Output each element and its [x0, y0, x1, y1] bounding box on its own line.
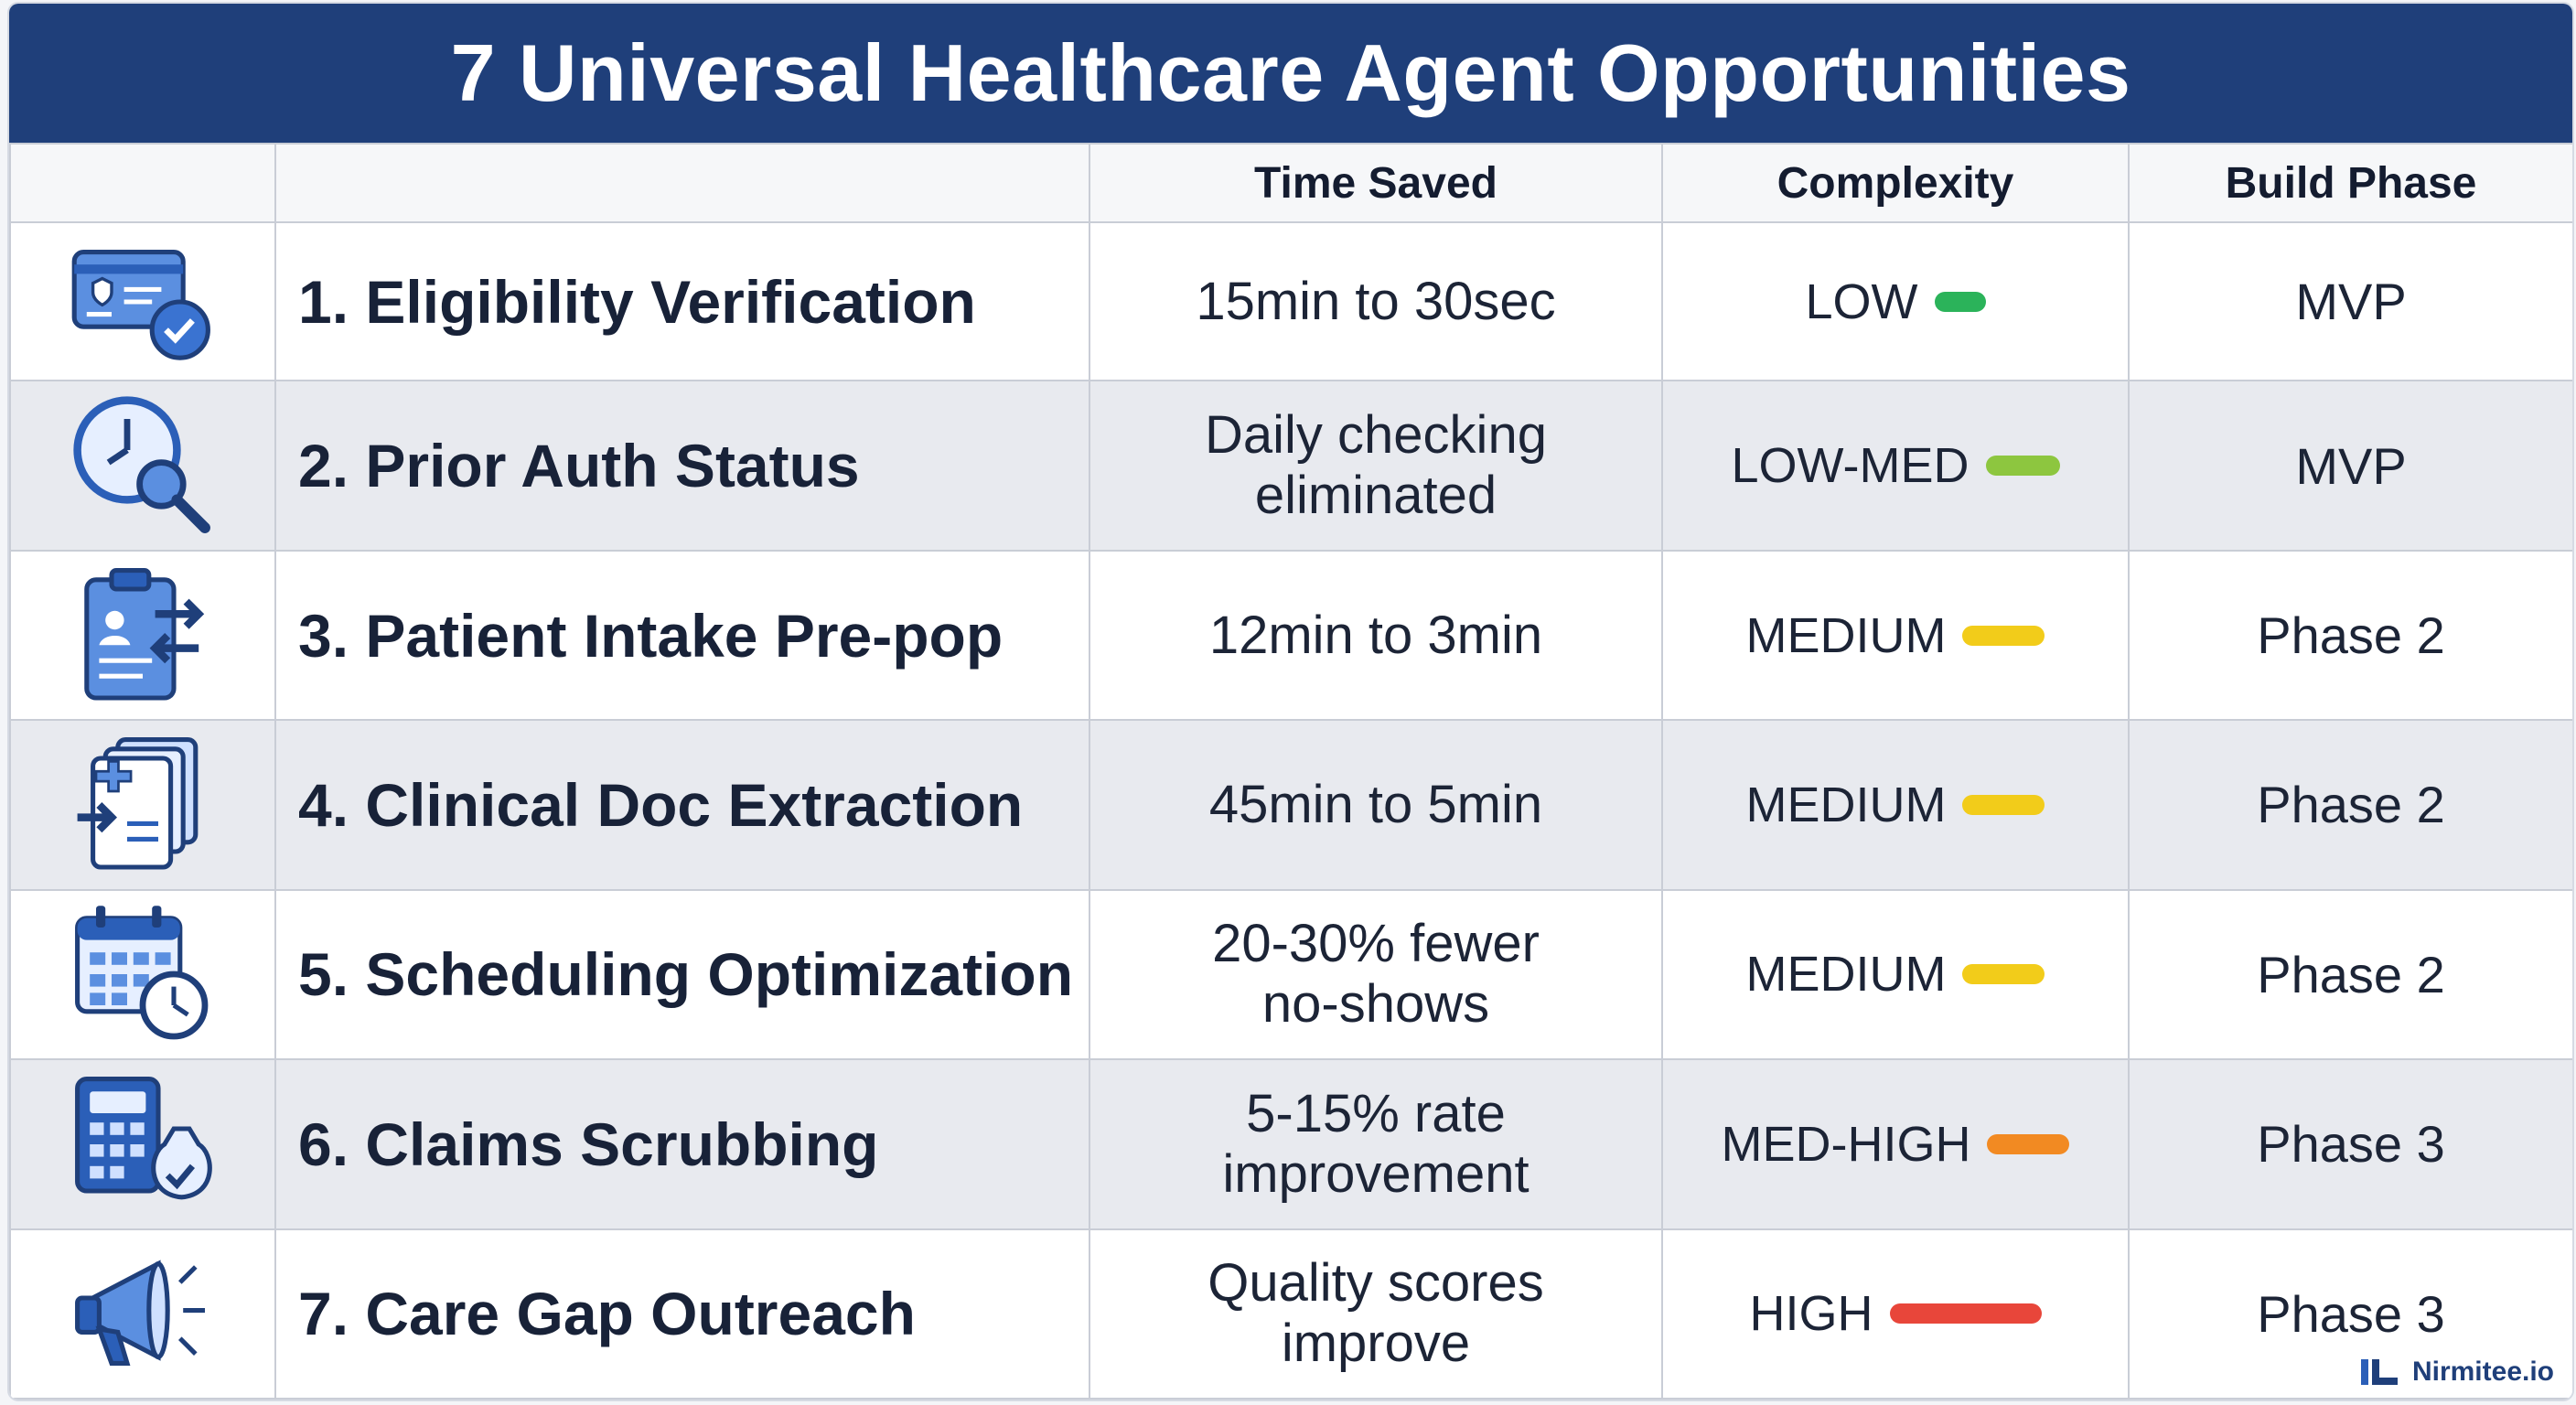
build-phase-value: MVP	[2128, 220, 2572, 382]
table-row: 4. Clinical Doc Extraction 45min to 5min…	[9, 719, 2572, 891]
time-saved-value: 20-30% fewer no-shows	[1089, 888, 1663, 1061]
opportunities-table: Time Saved Complexity Build Phase	[9, 143, 2572, 1400]
complexity-bar	[1962, 794, 2045, 815]
complexity-bar	[1985, 456, 2060, 477]
opportunity-name: 2. Prior Auth Status	[274, 380, 1090, 552]
opportunity-name: 7. Care Gap Outreach	[274, 1228, 1090, 1400]
time-saved-value: Quality scores improve	[1089, 1228, 1663, 1400]
table-row: 6. Claims Scrubbing 5-15% rate improveme…	[9, 1058, 2572, 1230]
complexity-cell: LOW-MED	[1661, 380, 2130, 552]
table-header-row: Time Saved Complexity Build Phase	[9, 143, 2572, 223]
time-saved-value: 15min to 30sec	[1089, 220, 1663, 382]
opportunity-name: 6. Claims Scrubbing	[274, 1058, 1090, 1230]
build-phase-value: Phase 2	[2128, 719, 2572, 891]
table-row: 3. Patient Intake Pre-pop 12min to 3min …	[9, 549, 2572, 722]
icon-cell	[9, 888, 276, 1061]
build-phase-value: Phase 2	[2128, 888, 2572, 1061]
header-time-saved: Time Saved	[1089, 143, 1663, 223]
complexity-label: MEDIUM	[1745, 947, 1947, 1003]
opportunity-name: 4. Clinical Doc Extraction	[274, 719, 1090, 891]
complexity-label: MED-HIGH	[1721, 1116, 1971, 1172]
icon-cell	[9, 1228, 276, 1400]
complexity-cell: MED-HIGH	[1661, 1058, 2130, 1230]
header-complexity: Complexity	[1661, 143, 2130, 223]
complexity-bar	[1889, 1303, 2042, 1325]
complexity-label: LOW	[1805, 273, 1918, 329]
time-saved-value: 45min to 5min	[1089, 719, 1663, 891]
icon-cell	[9, 549, 276, 722]
brand-logo-icon	[2360, 1359, 2398, 1385]
time-saved-value: 12min to 3min	[1089, 549, 1663, 722]
build-phase-value: MVP	[2128, 380, 2572, 552]
time-saved-value: 5-15% rate improvement	[1089, 1058, 1663, 1230]
header-build-phase: Build Phase	[2128, 143, 2572, 223]
calculator-moneybag-icon	[75, 1076, 212, 1200]
table-row: 5. Scheduling Optimization 20-30% fewer …	[9, 888, 2572, 1061]
complexity-label: LOW-MED	[1731, 438, 1970, 494]
megaphone-icon	[75, 1260, 205, 1367]
complexity-cell: HIGH	[1661, 1228, 2130, 1400]
icon-cell	[9, 1058, 276, 1230]
complexity-label: MEDIUM	[1745, 607, 1947, 663]
complexity-cell: MEDIUM	[1661, 888, 2130, 1061]
clock-search-icon	[73, 396, 210, 534]
table-row: 7. Care Gap Outreach Quality scores impr…	[9, 1228, 2572, 1400]
icon-cell	[9, 380, 276, 552]
icon-cell	[9, 220, 276, 382]
build-phase-value: Phase 2	[2128, 549, 2572, 722]
clipboard-transfer-icon	[84, 567, 205, 701]
complexity-bar	[1962, 625, 2045, 646]
build-phase-value: Phase 3	[2128, 1058, 2572, 1230]
opportunity-name: 5. Scheduling Optimization	[274, 888, 1090, 1061]
brand-watermark: Nirmitee.io	[2359, 1356, 2554, 1389]
page-title: 7 Universal Healthcare Agent Opportuniti…	[450, 27, 2131, 118]
header-name-cell	[274, 143, 1090, 223]
complexity-cell: MEDIUM	[1661, 549, 2130, 722]
complexity-label: HIGH	[1749, 1286, 1873, 1342]
complexity-label: MEDIUM	[1745, 777, 1947, 832]
complexity-bar	[1962, 964, 2045, 985]
icon-cell	[9, 719, 276, 891]
build-phase-value: Phase 3	[2128, 1228, 2572, 1400]
complexity-cell: LOW	[1661, 220, 2130, 382]
documents-extract-icon	[77, 736, 199, 870]
table-row: 1. Eligibility Verification 15min to 30s…	[9, 220, 2572, 382]
id-card-check-icon	[71, 249, 210, 360]
calendar-clock-icon	[75, 906, 209, 1040]
complexity-cell: MEDIUM	[1661, 719, 2130, 891]
complexity-bar	[1987, 1133, 2070, 1154]
opportunity-name: 1. Eligibility Verification	[274, 220, 1090, 382]
opportunity-name: 3. Patient Intake Pre-pop	[274, 549, 1090, 722]
title-bar: 7 Universal Healthcare Agent Opportuniti…	[9, 4, 2572, 143]
header-icon-cell	[9, 143, 276, 223]
brand-name: Nirmitee.io	[2411, 1357, 2554, 1387]
time-saved-value: Daily checking eliminated	[1089, 380, 1663, 552]
infographic-frame: 7 Universal Healthcare Agent Opportuniti…	[9, 4, 2572, 1400]
complexity-bar	[1934, 291, 1986, 312]
table-row: 2. Prior Auth Status Daily checking elim…	[9, 380, 2572, 552]
